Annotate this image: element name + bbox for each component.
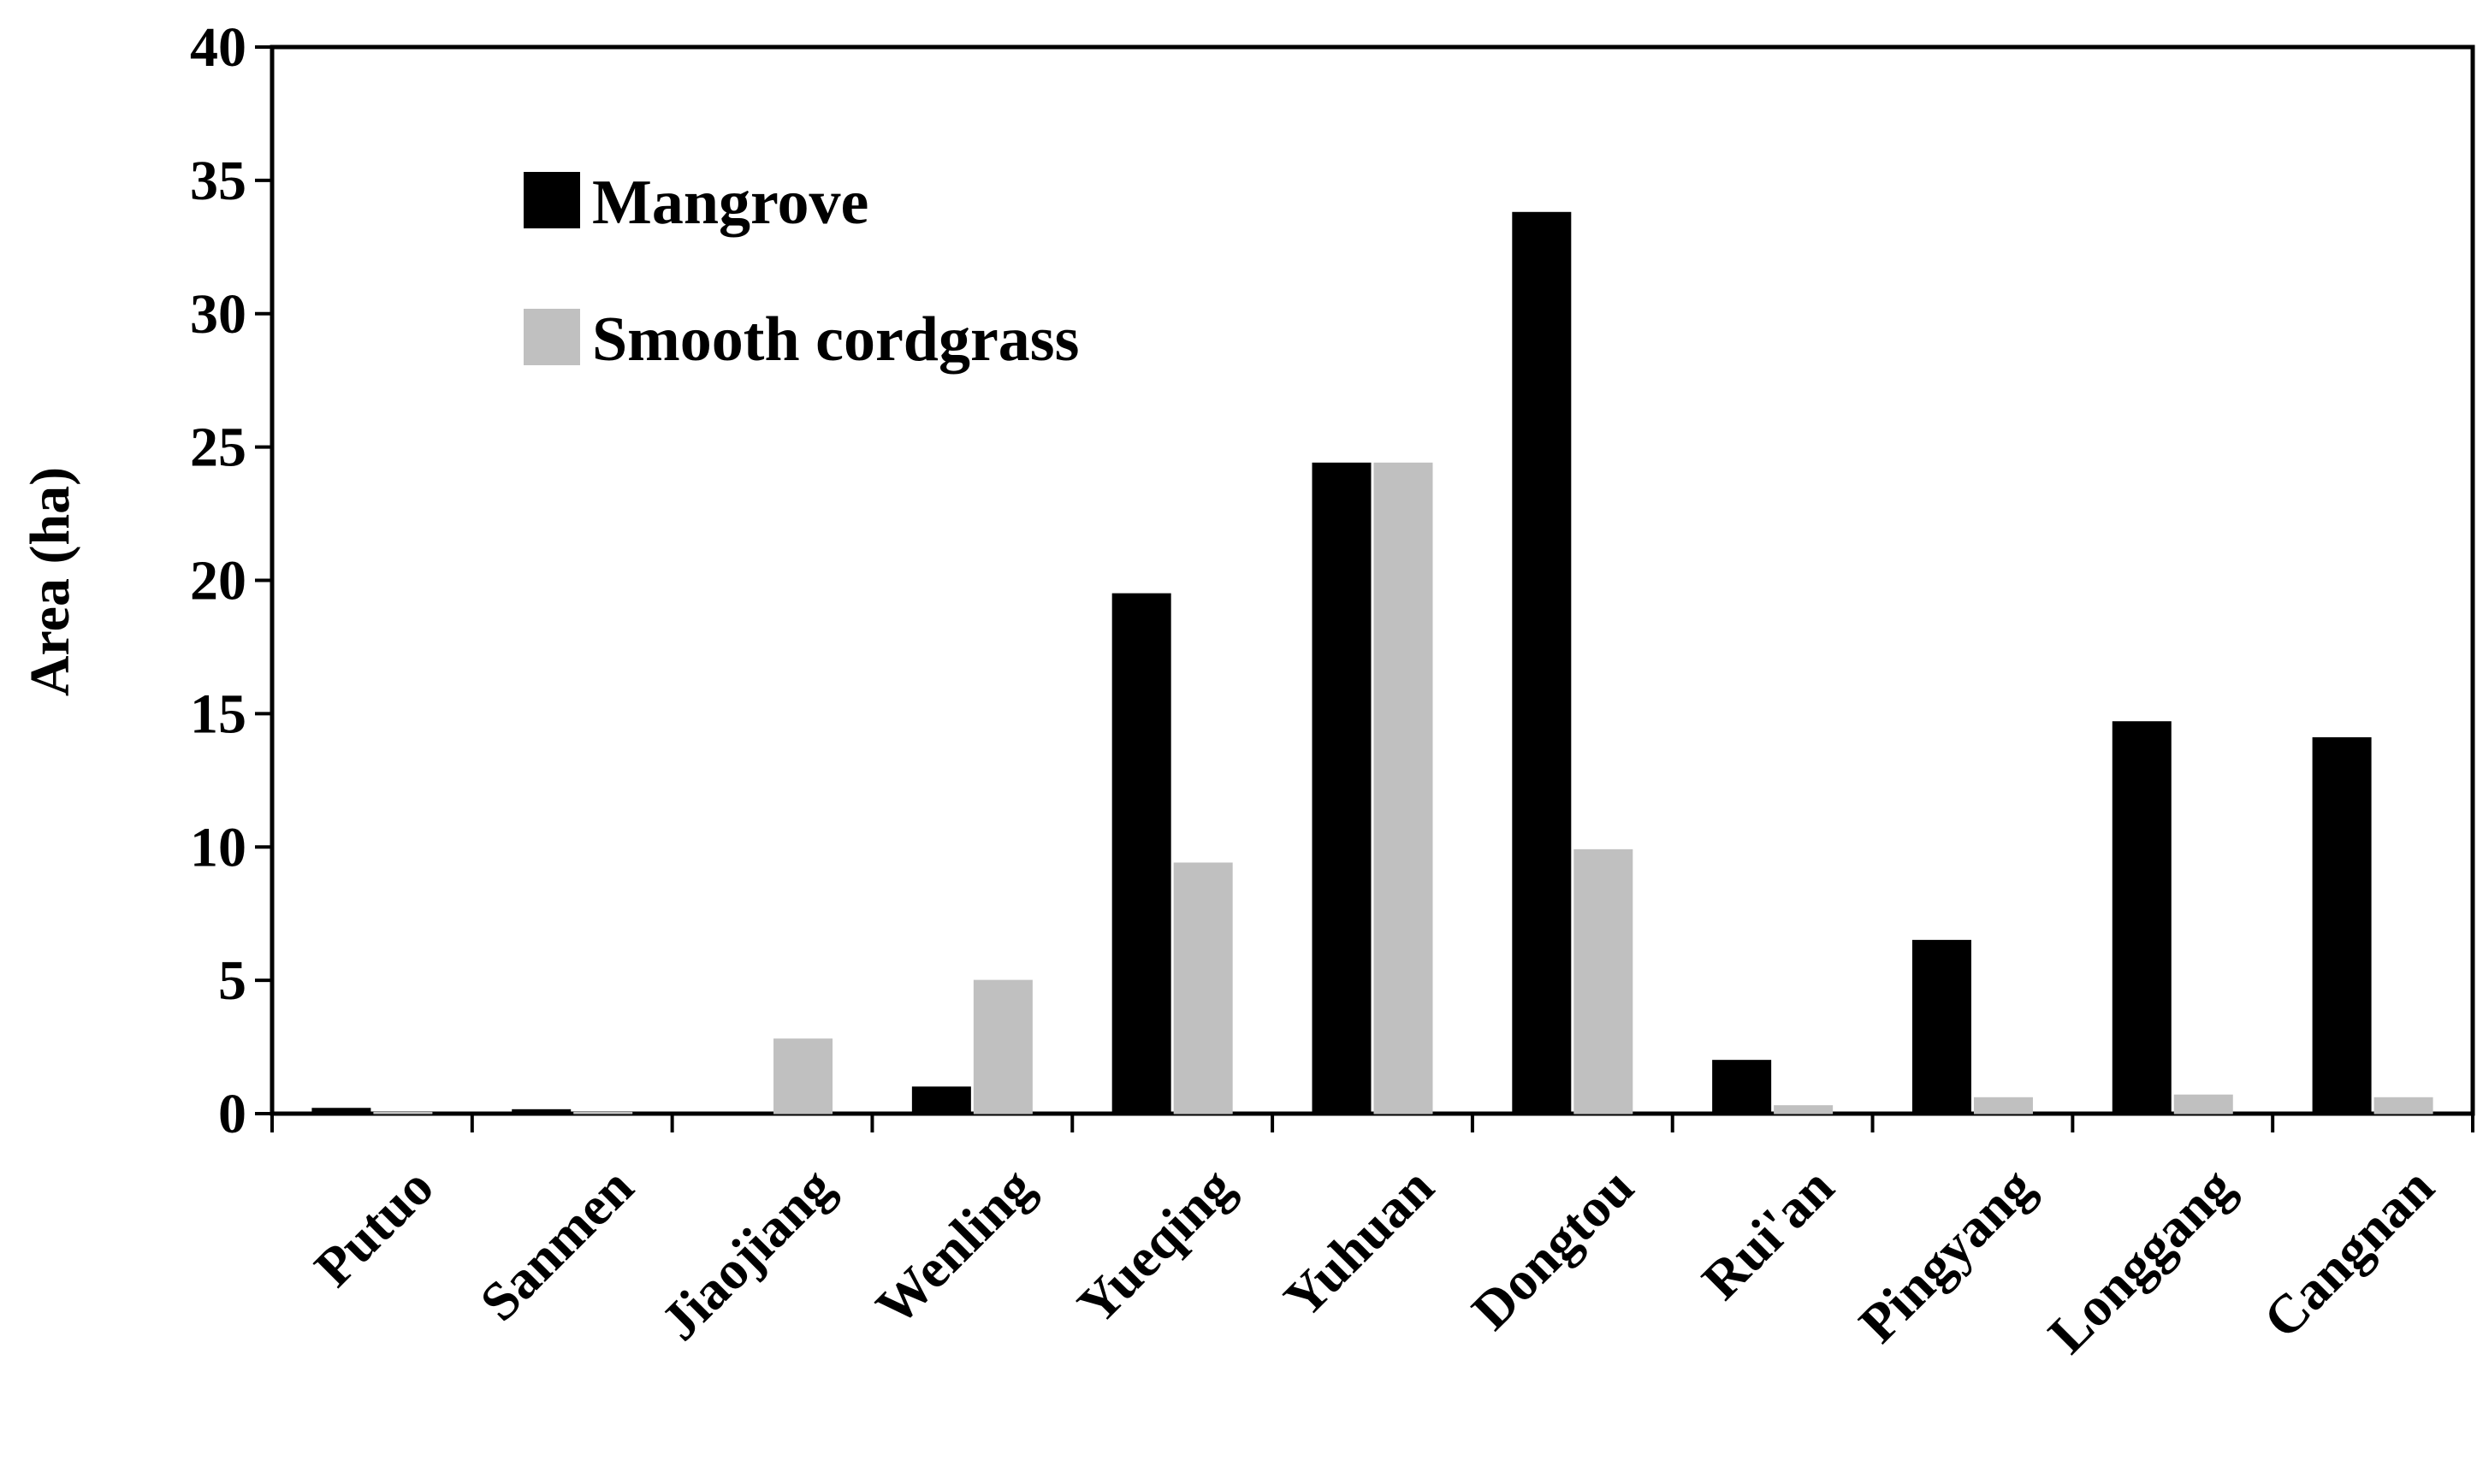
y-tick-label: 35 xyxy=(190,150,246,212)
bar-smooth-cordgrass-yuhuan xyxy=(1373,462,1433,1114)
legend-label: Mangrove xyxy=(592,168,868,238)
bars xyxy=(311,211,2433,1114)
y-axis-label: Area (ha) xyxy=(19,467,81,696)
x-tick-label: Longgang xyxy=(2036,1156,2245,1365)
x-tick-label: Sanmen xyxy=(469,1156,645,1333)
legend: Mangrove Smooth cordgrass xyxy=(524,168,1079,375)
bar-smooth-cordgrass-pingyang xyxy=(1973,1097,2033,1114)
legend-swatch xyxy=(524,172,580,228)
bar-smooth-cordgrass-sanmen xyxy=(573,1111,633,1114)
y-tick-label: 20 xyxy=(190,550,246,612)
bar-mangrove-jiaojiang xyxy=(712,1111,772,1114)
x-axis: Putuo Sanmen Jiaojiang Wenling Yueqing Yuhuan… xyxy=(270,1114,2474,1365)
y-tick-label: 10 xyxy=(190,816,246,878)
bar-smooth-cordgrass-ruian xyxy=(1774,1105,1834,1114)
y-tick-label: 40 xyxy=(190,16,246,79)
bar-mangrove-yueqing xyxy=(1111,593,1171,1114)
y-tick-label: 5 xyxy=(218,949,246,1012)
x-tick-label: Pingyang xyxy=(1847,1156,2045,1354)
x-tick-label: Putuo xyxy=(303,1156,445,1298)
bar-mangrove-cangnan xyxy=(2312,736,2372,1114)
y-tick-label: 25 xyxy=(190,417,246,479)
y-tick-label: 15 xyxy=(190,683,246,745)
x-tick-label: Rui'an xyxy=(1691,1156,1846,1311)
bar-mangrove-putuo xyxy=(311,1108,371,1114)
x-tick-label: Wenling xyxy=(864,1156,1045,1337)
legend-swatch xyxy=(524,309,580,365)
legend-label: Smooth cordgrass xyxy=(592,304,1079,375)
x-tick-label: Yuhuan xyxy=(1272,1156,1445,1329)
x-tick-label: Dongtou xyxy=(1461,1156,1645,1341)
bar-smooth-cordgrass-dongtou xyxy=(1573,848,1633,1114)
bar-smooth-cordgrass-jiaojiang xyxy=(773,1038,833,1114)
bar-smooth-cordgrass-longgang xyxy=(2173,1094,2233,1114)
x-tick-label: Yueqing xyxy=(1066,1156,1246,1336)
x-tick-label: Cangnan xyxy=(2252,1156,2445,1350)
bar-mangrove-dongtou xyxy=(1512,211,1572,1114)
bar-smooth-cordgrass-cangnan xyxy=(2373,1097,2433,1114)
bar-mangrove-longgang xyxy=(2112,721,2172,1114)
y-axis: 0 5 10 15 20 25 30 35 40 xyxy=(190,16,272,1145)
bar-mangrove-ruian xyxy=(1712,1060,1772,1114)
y-tick-label: 30 xyxy=(190,283,246,346)
bar-mangrove-wenling xyxy=(911,1086,971,1114)
bar-smooth-cordgrass-yueqing xyxy=(1173,862,1233,1114)
x-tick-label: Jiaojiang xyxy=(649,1156,845,1352)
bar-smooth-cordgrass-putuo xyxy=(373,1111,433,1114)
bar-mangrove-yuhuan xyxy=(1312,462,1372,1114)
plot-area xyxy=(270,44,2475,1116)
bar-smooth-cordgrass-wenling xyxy=(973,979,1033,1114)
y-tick-label: 0 xyxy=(218,1083,246,1145)
bar-mangrove-sanmen xyxy=(512,1109,572,1114)
bar-mangrove-pingyang xyxy=(1911,939,1971,1114)
